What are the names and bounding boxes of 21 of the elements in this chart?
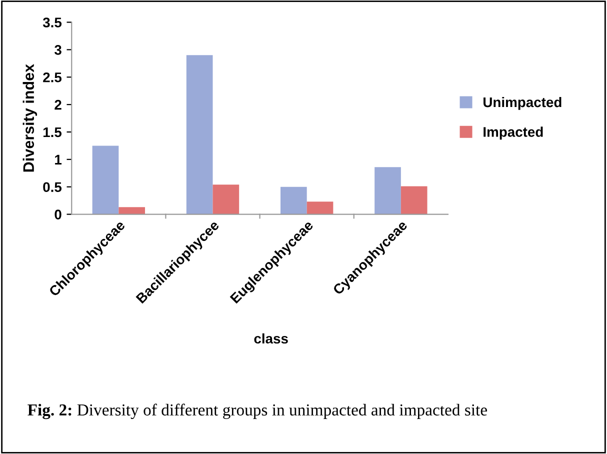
bar bbox=[400, 186, 428, 214]
legend-label: Unimpacted bbox=[484, 96, 562, 110]
y-tick-label: 3 bbox=[54, 45, 62, 55]
bar bbox=[186, 55, 213, 214]
x-axis-title: class bbox=[254, 333, 288, 344]
caption: Fig. 2: Diversity of different groups in unimpacted and impacted site bbox=[28, 404, 487, 420]
y-tick-label: 2.5 bbox=[43, 72, 62, 82]
y-tick-label: 1 bbox=[55, 154, 62, 164]
bar bbox=[118, 207, 146, 214]
y-tick-label: 3.5 bbox=[42, 18, 62, 28]
bar bbox=[306, 202, 334, 214]
legend-label: Impacted bbox=[484, 126, 543, 140]
bar bbox=[92, 146, 119, 214]
y-axis-title: Diversity index bbox=[22, 64, 38, 172]
y-tick-label: 1.5 bbox=[43, 127, 62, 138]
bar bbox=[280, 186, 307, 214]
y-tick-label: 2 bbox=[54, 100, 62, 110]
y-tick-label: 0 bbox=[54, 210, 62, 220]
y-tick-label: 0.5 bbox=[43, 182, 62, 192]
bar bbox=[212, 184, 240, 214]
bar bbox=[374, 167, 401, 214]
